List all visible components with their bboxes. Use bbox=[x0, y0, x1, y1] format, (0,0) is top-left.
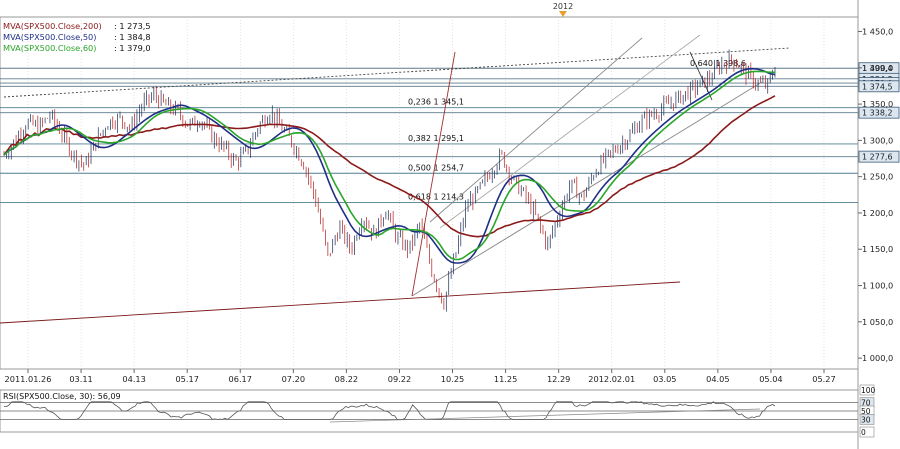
channel-lower-line bbox=[411, 81, 763, 297]
x-tick-label: 08.22 bbox=[335, 374, 358, 384]
rsi-title: RSI(SPX500.Close, 30): 56,09 bbox=[3, 392, 121, 401]
rsi-trend-line bbox=[329, 408, 761, 423]
x-tick-label: 05.17 bbox=[175, 374, 198, 384]
channel-upper-line bbox=[429, 37, 643, 223]
rsi-level-box bbox=[859, 426, 875, 438]
fib-label: 0,618 1 214,3 bbox=[408, 193, 464, 202]
y-tick-label: 1 150,0 bbox=[862, 244, 893, 254]
moving-average-line bbox=[3, 67, 776, 264]
fib-label: 0,640 1 398,6 bbox=[690, 59, 746, 68]
price-level-box bbox=[858, 80, 900, 93]
x-tick-label: 03.05 bbox=[653, 374, 676, 384]
channel-mid-line bbox=[439, 34, 701, 229]
x-axis: 2011.01.26 03.11 04.13 05.17 06.17 07.20 08.22… bbox=[5, 369, 836, 384]
x-tick-label: 2011.01.26 bbox=[5, 374, 52, 384]
price-level-box bbox=[858, 106, 900, 119]
legend-indicator-name: MVA(SPX500.Close,200) bbox=[3, 21, 102, 31]
y-tick-label: 1 000,0 bbox=[862, 353, 893, 363]
moving-average-line bbox=[3, 95, 776, 238]
moving-average-line bbox=[3, 70, 775, 261]
x-tick-label: 12.29 bbox=[547, 374, 570, 384]
fib-retrace-line bbox=[689, 51, 713, 101]
rsi-level-box bbox=[859, 414, 875, 425]
rsi-tick-label: 30 bbox=[861, 415, 871, 424]
x-tick-label: 2012.02.01 bbox=[588, 374, 635, 384]
x-tick-label: 09.22 bbox=[388, 374, 411, 384]
rsi-tick-label: 100 bbox=[861, 386, 876, 395]
y-axis: 1 450,0 1 400,0 1 350,0 1 300,0 1 250,0 1 200… bbox=[858, 27, 893, 363]
x-tick-label: 07.20 bbox=[282, 374, 305, 384]
year-marker-icon bbox=[559, 11, 567, 17]
y-tick-label: 1 200,0 bbox=[862, 208, 893, 218]
x-tick-label: 04.13 bbox=[122, 374, 145, 384]
x-tick-label: 06.17 bbox=[229, 374, 252, 384]
rsi-line bbox=[4, 401, 776, 420]
y-tick-label: 1 450,0 bbox=[862, 27, 893, 37]
y-tick-label: 1 100,0 bbox=[862, 281, 893, 291]
y-tick-label: 1 400,0 bbox=[862, 63, 893, 73]
fib-anchor-line bbox=[411, 51, 456, 297]
y-tick-label: 1 050,0 bbox=[862, 317, 893, 327]
price-level-label: 1 399,4 bbox=[862, 64, 893, 73]
legend-indicator-value: : 1 384,8 bbox=[114, 32, 151, 42]
price-level-label: 1 277,6 bbox=[862, 153, 893, 162]
rsi-tick-label: 50 bbox=[861, 407, 871, 416]
fibonacci-levels: 0,236 1 345,1 0,382 1 295,1 0,500 1 254,7 0… bbox=[0, 59, 858, 204]
fib-label: 0,500 1 254,7 bbox=[408, 163, 464, 172]
trend-lines bbox=[0, 34, 791, 324]
long-term-support-line bbox=[0, 281, 681, 324]
x-tick-label: 05.04 bbox=[759, 374, 782, 384]
rsi-level-box bbox=[859, 384, 875, 396]
indicator-legend: MVA(SPX500.Close,200) : 1 273,5 MVA(SPX500… bbox=[3, 21, 151, 53]
chart-frame bbox=[0, 0, 859, 449]
x-tick-label: 11.25 bbox=[494, 374, 517, 384]
x-tick-label: 03.11 bbox=[69, 374, 92, 384]
y-tick-label: 1 250,0 bbox=[862, 172, 893, 182]
resistance-dotted-line bbox=[3, 47, 791, 98]
legend-indicator-value: : 1 379,0 bbox=[114, 43, 151, 53]
fib-label: 0,382 1 295,1 bbox=[408, 134, 464, 143]
x-tick-label: 04.05 bbox=[706, 374, 729, 384]
legend-indicator-name: MVA(SPX500.Close,60) bbox=[3, 43, 96, 53]
legend-indicator-name: MVA(SPX500.Close,50) bbox=[3, 32, 96, 42]
x-tick-label: 10.25 bbox=[441, 374, 464, 384]
year-marker-label: 2012 bbox=[553, 2, 573, 11]
fib-label: 0,236 1 345,1 bbox=[408, 98, 464, 107]
y-tick-label: 1 350,0 bbox=[862, 99, 893, 109]
price-level-box bbox=[858, 150, 900, 163]
legend-indicator-value: : 1 273,5 bbox=[114, 21, 151, 31]
price-level-label: 1 338,2 bbox=[862, 109, 893, 118]
x-tick-label: 05.27 bbox=[812, 374, 835, 384]
price-level-label: 1 374,5 bbox=[862, 82, 893, 91]
y-tick-label: 1 300,0 bbox=[862, 135, 893, 145]
rsi-tick-label: 70 bbox=[861, 399, 871, 408]
price-levels: 1 399,41 384,81 379,01 374,51 338,21 277… bbox=[0, 62, 900, 163]
moving-averages bbox=[3, 67, 776, 264]
rsi-tick-label: 0 bbox=[861, 428, 866, 437]
